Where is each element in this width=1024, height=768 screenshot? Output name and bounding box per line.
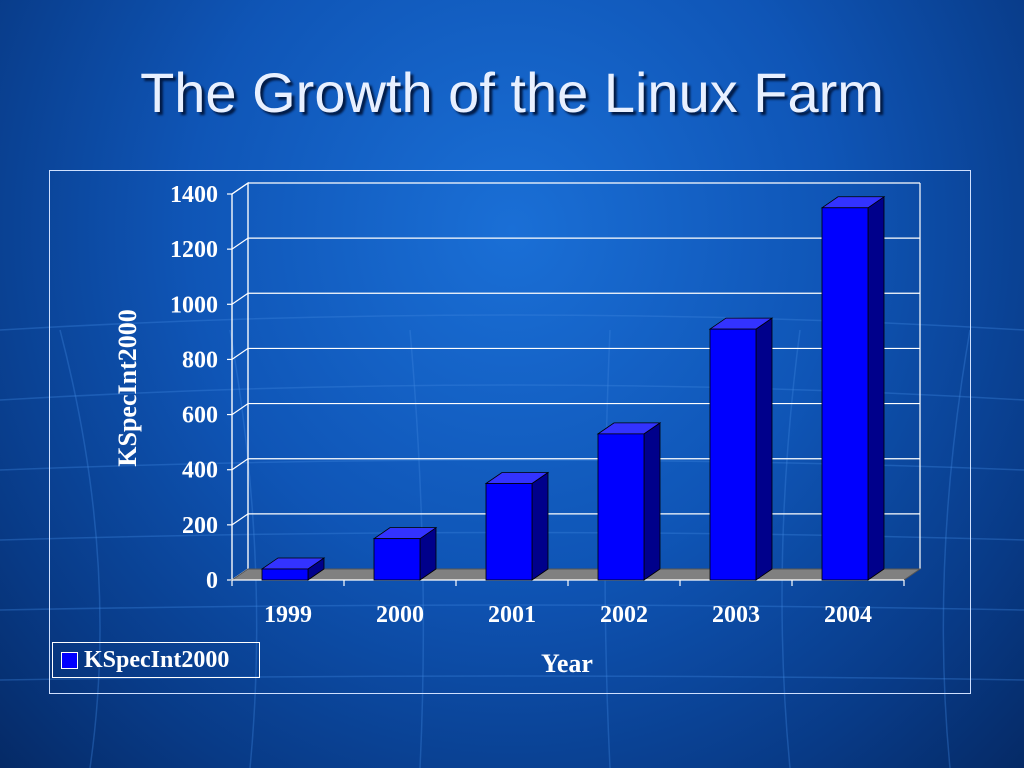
y-tick-label: 800 (182, 347, 218, 373)
bar-side (531, 471, 549, 581)
y-tick-label: 400 (182, 458, 218, 484)
x-tick-label: 2000 (376, 602, 424, 628)
side-gridline (231, 458, 249, 471)
bar (821, 207, 869, 581)
legend-swatch (61, 651, 78, 669)
bar (261, 568, 309, 581)
bar (373, 538, 421, 581)
x-axis-title: Year (541, 649, 593, 678)
side-wall (231, 181, 249, 582)
bar-side (755, 317, 773, 581)
y-tick-label: 200 (182, 513, 218, 539)
side-gridline (231, 292, 249, 305)
bar-side (643, 422, 661, 581)
chart-frame (49, 170, 971, 694)
x-tick-label: 2002 (600, 602, 648, 628)
x-tick-label: 2001 (488, 602, 536, 628)
side-gridline (231, 237, 249, 250)
x-tick-label: 2004 (824, 602, 872, 628)
bar (709, 328, 757, 581)
y-tick-label: 0 (206, 568, 218, 594)
y-tick-label: 1000 (170, 292, 218, 318)
bar-side (867, 196, 885, 581)
side-gridline (231, 182, 249, 195)
y-tick-label: 1200 (170, 237, 218, 263)
side-gridline (231, 513, 249, 526)
y-tick-label: 600 (182, 403, 218, 429)
y-tick-label: 1400 (170, 182, 218, 208)
side-gridline (231, 403, 249, 416)
chart-floor (230, 568, 922, 581)
y-axis-title: KSpecInt2000 (113, 309, 142, 466)
bar (485, 483, 533, 581)
x-tick-label: 1999 (264, 602, 312, 628)
side-gridline (231, 347, 249, 360)
x-tick-label: 2003 (712, 602, 760, 628)
bar (597, 433, 645, 581)
slide-title: The Growth of the Linux Farm (140, 61, 884, 124)
chart-legend: KSpecInt2000 (52, 642, 260, 678)
legend-label: KSpecInt2000 (84, 646, 230, 673)
